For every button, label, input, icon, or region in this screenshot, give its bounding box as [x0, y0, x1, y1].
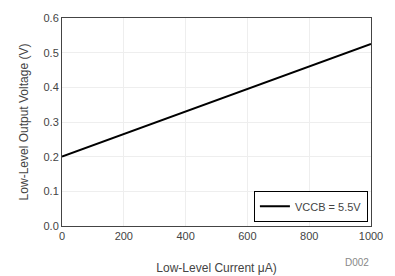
svg-text:0.4: 0.4 — [44, 81, 59, 93]
svg-text:Low-Level Current μA): Low-Level Current μA) — [156, 261, 276, 275]
svg-text:0.6: 0.6 — [44, 12, 59, 24]
svg-text:VCCB = 5.5V: VCCB = 5.5V — [295, 201, 361, 213]
svg-text:200: 200 — [115, 230, 133, 242]
svg-text:D002: D002 — [345, 257, 369, 268]
svg-text:800: 800 — [300, 230, 318, 242]
svg-text:Low-Level Output Voltage (V): Low-Level Output Voltage (V) — [17, 44, 31, 201]
svg-text:0.0: 0.0 — [44, 220, 59, 232]
svg-text:0.5: 0.5 — [44, 47, 59, 59]
svg-text:0: 0 — [59, 230, 65, 242]
svg-text:0.3: 0.3 — [44, 116, 59, 128]
svg-text:400: 400 — [176, 230, 194, 242]
svg-text:600: 600 — [238, 230, 256, 242]
svg-text:0.1: 0.1 — [44, 185, 59, 197]
svg-text:1000: 1000 — [359, 230, 383, 242]
svg-text:0.2: 0.2 — [44, 151, 59, 163]
